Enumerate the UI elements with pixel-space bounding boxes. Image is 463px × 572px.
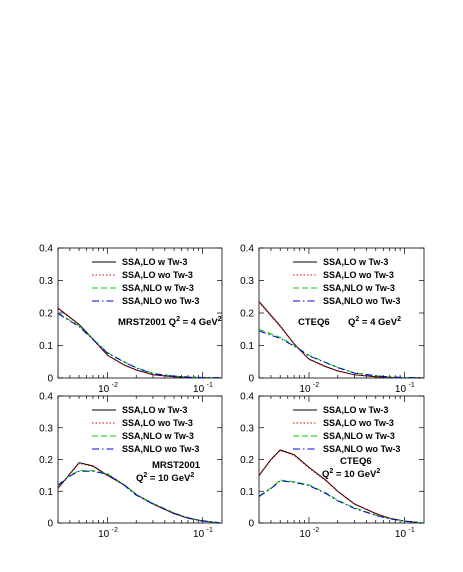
legend-label: SSA,NLO wo Tw-3 <box>122 444 199 454</box>
series-line-3 <box>259 328 422 378</box>
y-tick-label: 0.1 <box>240 487 254 498</box>
y-tick-label: 0.3 <box>39 423 53 434</box>
y-tick-label: 0.3 <box>240 276 254 287</box>
y-tick-label: 0.2 <box>240 455 254 466</box>
x-tick-label: 10 <box>299 384 311 395</box>
series-line-2 <box>259 301 422 378</box>
y-tick-label: 0.1 <box>240 341 254 352</box>
y-tick-label: 0.2 <box>39 455 53 466</box>
series-line-4 <box>259 480 422 523</box>
x-tick-exponent: -1 <box>207 382 213 389</box>
legend-label: SSA,NLO wo Tw-3 <box>122 296 199 306</box>
series-line-1 <box>58 462 220 523</box>
y-tick-label: 0.4 <box>39 244 53 255</box>
y-tick-label: 0.1 <box>39 487 53 498</box>
panel-annotation-q2: Q2 = 10 GeV2 <box>322 468 380 480</box>
legend-label: SSA,LO wo Tw-3 <box>323 270 394 280</box>
legend-label: SSA,NLO wo Tw-3 <box>323 296 400 306</box>
y-tick-label: 0 <box>47 519 53 530</box>
legend-label: SSA,NLO w Tw-3 <box>122 283 194 293</box>
y-tick-label: 0 <box>47 374 53 385</box>
legend-label: SSA,LO wo Tw-3 <box>122 270 193 280</box>
y-tick-label: 0 <box>248 519 254 530</box>
legend-label: SSA,LO wo Tw-3 <box>122 418 193 428</box>
y-tick-label: 0 <box>248 374 254 385</box>
y-tick-label: 0.2 <box>39 309 53 320</box>
panel-annotation: MRST2001 Q2 = 4 GeV2 <box>118 316 222 328</box>
panel-annotation: MRST2001 <box>152 460 201 471</box>
legend-label: SSA,LO w Tw-3 <box>122 257 187 267</box>
legend-label: SSA,LO wo Tw-3 <box>323 418 394 428</box>
x-tick-exponent: -2 <box>313 527 319 534</box>
x-tick-label: 10 <box>98 529 110 540</box>
legend-label: SSA,LO w Tw-3 <box>323 405 388 415</box>
y-tick-label: 0.4 <box>240 244 254 255</box>
series-line-4 <box>58 470 220 523</box>
x-tick-label: 10 <box>299 529 311 540</box>
series-line-4 <box>259 330 422 378</box>
x-tick-exponent: -1 <box>207 527 213 534</box>
plot-frame <box>57 247 223 379</box>
panel-annotation: CTEQ6 <box>340 456 372 467</box>
legend-label: SSA,LO w Tw-3 <box>323 257 388 267</box>
y-tick-label: 0.4 <box>240 392 254 403</box>
x-tick-exponent: -1 <box>408 527 414 534</box>
series-line-3 <box>58 312 220 378</box>
x-tick-exponent: -2 <box>112 527 118 534</box>
plot-frame <box>258 247 425 379</box>
x-tick-label: 10 <box>395 529 407 540</box>
legend-label: SSA,NLO w Tw-3 <box>122 431 194 441</box>
legend-label: SSA,NLO wo Tw-3 <box>323 444 400 454</box>
x-tick-label: 10 <box>395 384 407 395</box>
x-tick-exponent: -2 <box>313 382 319 389</box>
y-tick-label: 0.2 <box>240 309 254 320</box>
legend-label: SSA,LO w Tw-3 <box>122 405 187 415</box>
y-tick-label: 0.3 <box>240 423 254 434</box>
y-tick-label: 0.3 <box>39 276 53 287</box>
x-tick-exponent: -2 <box>112 382 118 389</box>
panel-annotation-q2: Q2 = 4 GeV2 <box>348 316 401 328</box>
legend-label: SSA,NLO w Tw-3 <box>323 283 395 293</box>
x-tick-label: 10 <box>193 384 205 395</box>
x-tick-exponent: -1 <box>408 382 414 389</box>
y-tick-label: 0.1 <box>39 341 53 352</box>
x-tick-label: 10 <box>98 384 110 395</box>
y-tick-label: 0.4 <box>39 392 53 403</box>
legend-label: SSA,NLO w Tw-3 <box>323 431 395 441</box>
panel-annotation: CTEQ6 <box>298 317 330 328</box>
x-tick-label: 10 <box>193 529 205 540</box>
panel-annotation-q2: Q2 = 10 GeV2 <box>136 472 194 484</box>
